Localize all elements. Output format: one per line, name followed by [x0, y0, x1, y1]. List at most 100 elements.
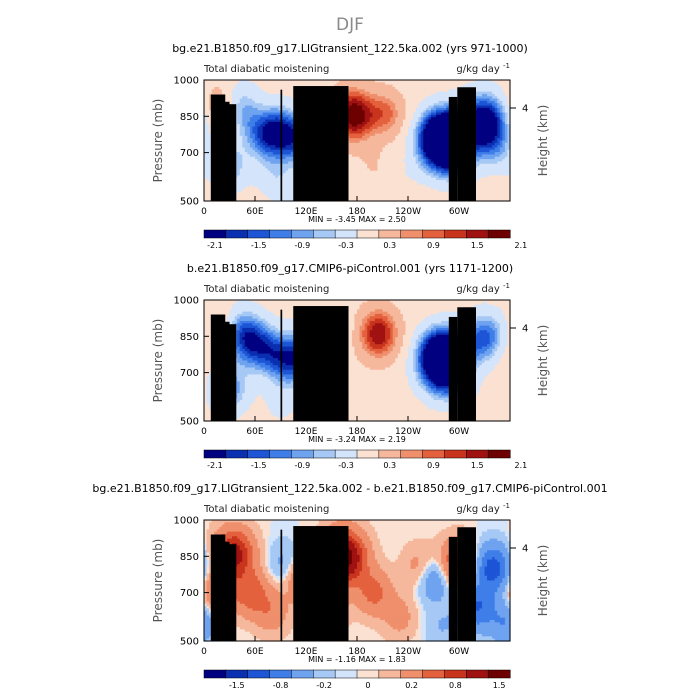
contour-cell	[423, 126, 427, 130]
contour-cell	[204, 93, 208, 97]
contour-cell	[367, 100, 371, 104]
contour-cell	[359, 133, 363, 137]
contour-cell	[476, 105, 480, 109]
contour-cell	[252, 140, 256, 144]
contour-cell	[239, 124, 243, 128]
contour-cell	[433, 140, 437, 144]
contour-cell	[405, 114, 409, 118]
contour-cell	[385, 133, 389, 137]
contour-cell	[272, 117, 276, 121]
contour-cell	[334, 80, 338, 83]
contour-cell	[244, 100, 248, 104]
contour-cell	[285, 112, 289, 116]
contour-cell	[244, 126, 248, 130]
contour-cell	[359, 89, 363, 93]
contour-cell	[397, 84, 401, 88]
contour-cell	[242, 82, 246, 86]
contour-cell	[438, 142, 442, 146]
contour-cell	[466, 84, 470, 88]
contour-cell	[387, 107, 391, 111]
contour-cell	[323, 80, 327, 83]
contour-cell	[265, 145, 269, 149]
contour-cell	[265, 105, 269, 109]
contour-cell	[255, 135, 259, 139]
contour-cell	[351, 114, 356, 118]
contour-cell	[252, 105, 256, 109]
contour-cell	[405, 105, 409, 109]
contour-cell	[362, 126, 366, 130]
contour-cell	[481, 98, 486, 102]
contour-cell	[377, 114, 381, 118]
contour-cell	[413, 117, 417, 121]
contour-cell	[247, 93, 251, 97]
contour-cell	[443, 135, 447, 139]
contour-cell	[410, 112, 414, 116]
contour-cell	[504, 103, 509, 107]
contour-cell	[232, 96, 236, 100]
contour-cell	[359, 96, 363, 100]
contour-cell	[395, 135, 399, 139]
contour-cell	[392, 121, 396, 125]
contour-cell	[306, 82, 310, 86]
contour-cell	[288, 96, 292, 100]
contour-cell	[379, 93, 384, 97]
contour-cell	[377, 98, 381, 102]
contour-cell	[226, 86, 231, 90]
contour-cell	[311, 80, 315, 83]
contour-cell	[285, 133, 289, 137]
contour-cell	[244, 105, 248, 109]
contour-cell	[272, 80, 276, 83]
contour-cell	[492, 140, 496, 144]
contour-cell	[390, 86, 394, 90]
contour-cell	[418, 124, 422, 128]
contour-cell	[476, 114, 480, 118]
contour-cell	[415, 145, 419, 149]
contour-cell	[285, 82, 289, 86]
contour-cell	[408, 142, 412, 146]
contour-cell	[255, 138, 259, 142]
contour-cell	[351, 91, 356, 95]
contour-cell	[224, 93, 228, 97]
contour-cell	[423, 110, 427, 114]
contour-cell	[290, 96, 294, 100]
contour-cell	[247, 103, 251, 107]
contour-cell	[377, 84, 381, 88]
contour-cell	[285, 126, 289, 130]
contour-cell	[255, 86, 259, 90]
contour-cell	[387, 86, 391, 90]
contour-cell	[479, 119, 483, 123]
contour-cell	[283, 135, 287, 139]
contour-cell	[415, 91, 419, 95]
contour-cell	[377, 135, 381, 139]
contour-cell	[385, 86, 389, 90]
contour-cell	[374, 142, 378, 146]
contour-cell	[283, 145, 287, 149]
contour-cell	[436, 131, 440, 135]
contour-cell	[379, 82, 384, 86]
contour-cell	[379, 142, 384, 146]
contour-cell	[374, 96, 378, 100]
contour-cell	[400, 131, 404, 135]
contour-cell	[415, 128, 419, 132]
contour-cell	[262, 89, 266, 93]
contour-cell	[244, 133, 248, 137]
contour-cell	[369, 145, 373, 149]
contour-cell	[206, 105, 210, 109]
contour-cell	[211, 91, 215, 95]
contour-cell	[484, 121, 488, 125]
contour-cell	[395, 126, 399, 130]
contour-cell	[377, 100, 381, 104]
contour-cell	[354, 131, 358, 135]
contour-cell	[497, 140, 501, 144]
contour-cell	[400, 128, 404, 132]
contour-cell	[402, 98, 407, 102]
contour-cell	[369, 119, 373, 123]
contour-cell	[349, 126, 353, 130]
contour-cell	[280, 86, 284, 90]
contour-cell	[479, 89, 483, 93]
contour-cell	[224, 89, 228, 93]
contour-cell	[494, 84, 498, 88]
contour-cell	[234, 98, 238, 102]
contour-cell	[476, 142, 480, 146]
